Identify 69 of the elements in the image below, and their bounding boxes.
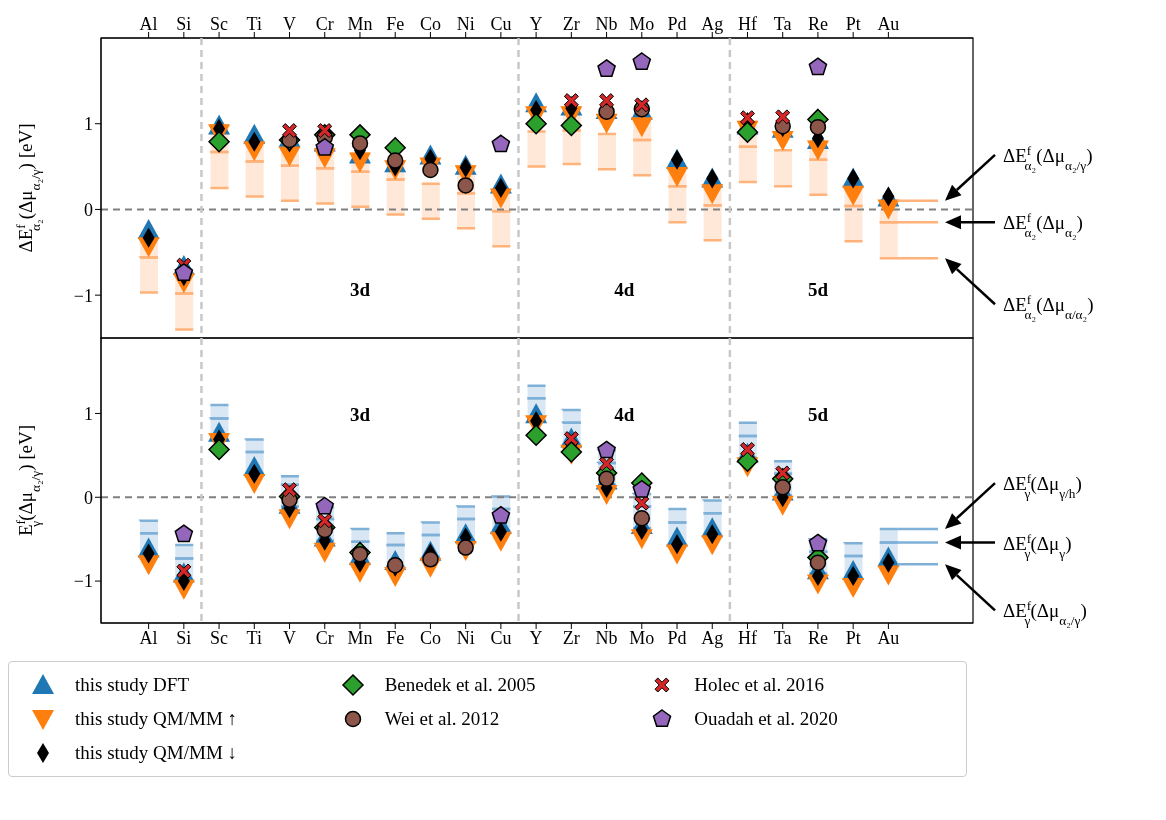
x-tick-label: Hf <box>737 627 757 648</box>
x-tick-label: Cr <box>315 14 334 34</box>
y-tick-label: 0 <box>84 487 93 508</box>
x-tick-label: Pd <box>667 627 687 648</box>
y-tick-label: 1 <box>84 403 93 424</box>
x-tick-label: Cu <box>490 627 512 648</box>
legend-label: this study DFT <box>75 674 190 696</box>
y-tick-label: 0 <box>84 199 93 220</box>
text: ΔE$^{f}$$_{α₂}$(Δμ$_{α₂}$) <box>1003 209 1083 240</box>
x-tick-label: Ta <box>773 14 792 34</box>
legend-label: Holec et al. 2016 <box>694 674 825 696</box>
text: ΔE$^{f}$$_{α₂}$(Δμ$_{α₂/γ}$) <box>1003 142 1093 173</box>
x-tick-label: Nb <box>595 14 618 34</box>
x-tick-label: Si <box>176 627 192 648</box>
annotation: 3d <box>349 279 371 300</box>
x-tick-label: Cu <box>490 14 512 34</box>
annotation: 5d <box>807 279 829 300</box>
x-tick-label: Au <box>877 627 900 648</box>
x-tick-label: Zr <box>562 627 580 648</box>
x-tick-label: Co <box>419 14 441 34</box>
x-tick-label: Y <box>529 14 543 34</box>
annotation: 4d <box>614 403 635 425</box>
x-tick-label: Ti <box>246 14 262 34</box>
text: ΔE$^{f}$$_{γ}$(Δμ$_{γ}$) <box>1003 530 1072 561</box>
x-tick-label: Ti <box>246 627 262 648</box>
x-tick-label: Si <box>176 14 192 34</box>
legend-label: this study QM/MM ↓ <box>75 742 238 764</box>
legend-label: Wei et al. 2012 <box>384 708 500 730</box>
text: ΔE$^{f}$$_{γ}$(Δμ$_{α₂/γ}$) <box>1003 597 1087 628</box>
x-tick-label: Fe <box>386 627 405 648</box>
y-tick-label: −1 <box>73 571 93 592</box>
x-tick-label: Ni <box>456 14 475 34</box>
x-tick-label: Al <box>139 627 158 648</box>
x-tick-label: Ni <box>456 627 475 648</box>
legend-label: this study QM/MM ↑ <box>75 708 238 730</box>
y-tick-label: −1 <box>73 285 93 306</box>
x-tick-label: Pt <box>845 14 861 34</box>
x-tick-label: Mn <box>347 627 373 648</box>
text: ΔE$^{f}$$_{α₂}$(Δμ$_{α/α₂}$) <box>1003 291 1094 322</box>
annotation: 4d <box>614 279 635 300</box>
x-tick-label: Hf <box>737 14 757 34</box>
x-tick-label: Ag <box>701 627 724 648</box>
x-tick-label: Nb <box>595 627 618 648</box>
x-tick-label: V <box>283 14 297 34</box>
x-tick-label: Y <box>529 627 543 648</box>
annotation: 5d <box>807 403 829 425</box>
x-tick-label: Ag <box>701 14 724 34</box>
x-tick-label: Fe <box>386 14 405 34</box>
x-tick-label: Al <box>139 14 158 34</box>
y-tick-label: 1 <box>84 114 93 135</box>
x-tick-label: Pt <box>845 627 861 648</box>
x-tick-label: Pd <box>667 14 687 34</box>
x-tick-label: Au <box>877 14 900 34</box>
x-tick-label: Mo <box>629 627 655 648</box>
x-tick-label: Sc <box>210 627 229 648</box>
x-tick-label: Co <box>419 627 441 648</box>
x-tick-label: Re <box>807 627 828 648</box>
x-tick-label: Cr <box>315 627 334 648</box>
x-tick-label: Zr <box>562 14 580 34</box>
x-tick-label: Mn <box>347 14 373 34</box>
x-tick-label: Mo <box>629 14 655 34</box>
annotation: 3d <box>349 403 371 425</box>
legend-label: Ouadah et al. 2020 <box>694 708 838 730</box>
text: ΔE$^{f}$$_{γ}$(Δμ$_{γ/h}$) <box>1003 470 1082 501</box>
x-tick-label: V <box>283 627 297 648</box>
x-tick-label: Sc <box>210 14 229 34</box>
x-tick-label: Re <box>807 14 828 34</box>
x-tick-label: Ta <box>773 627 792 648</box>
legend-label: Benedek et al. 2005 <box>384 674 536 696</box>
